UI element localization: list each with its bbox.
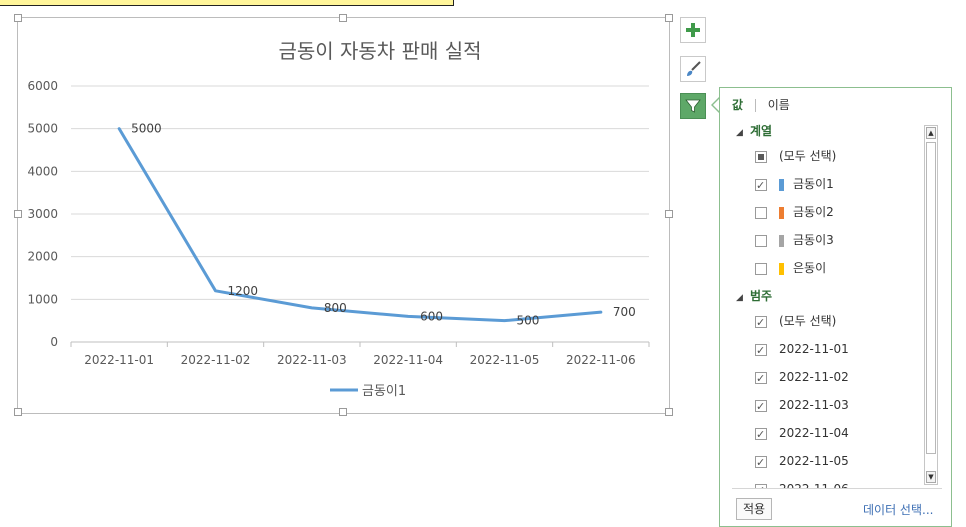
x-tick-label: 2022-11-01 [84, 353, 154, 367]
series-line [117, 127, 603, 323]
category-item[interactable]: 2022-11-03 [755, 394, 849, 418]
resize-handle[interactable] [14, 14, 22, 22]
apply-button[interactable]: 적용 [736, 498, 772, 520]
data-label: 800 [324, 301, 347, 315]
series-checkbox[interactable] [755, 206, 767, 219]
tab-names[interactable]: 이름 [767, 98, 790, 112]
series-color-swatch [779, 262, 784, 275]
select-all-label: (모두 선택) [779, 149, 837, 163]
panel-divider [732, 488, 942, 489]
series-select-all[interactable]: (모두 선택) [755, 145, 836, 167]
chart-plot: 금동이 자동차 판매 실적 0 1000 2000 3000 4000 5000 6000 20… [27, 39, 650, 399]
scroll-thumb[interactable] [926, 142, 936, 454]
resize-handle[interactable] [14, 408, 22, 416]
panel-pointer-inner [713, 98, 720, 112]
category-label: 2022-11-05 [779, 454, 849, 468]
y-tick-label: 1000 [27, 292, 58, 306]
x-tick-label: 2022-11-04 [373, 353, 443, 367]
category-item[interactable]: 2022-11-05 [755, 450, 849, 474]
y-tick-label: 4000 [27, 164, 58, 178]
tab-divider [754, 99, 756, 112]
chart-area[interactable]: 금동이 자동차 판매 실적 0 1000 2000 3000 4000 5000 6000 20… [17, 17, 670, 414]
category-item[interactable]: 2022-11-02 [755, 366, 849, 390]
select-all-checkbox[interactable] [755, 150, 767, 163]
category-checkbox[interactable] [755, 340, 767, 362]
category-group-header[interactable]: ◢ 범주 [736, 285, 772, 307]
filter-scrollbar[interactable]: ▲ ▼ [924, 125, 938, 485]
category-group-label: 범주 [750, 289, 773, 303]
category-item[interactable]: 2022-11-06 [755, 478, 849, 488]
series-label: 금동이3 [793, 233, 834, 247]
category-item[interactable]: 2022-11-01 [755, 338, 849, 362]
series-color-swatch [779, 206, 784, 219]
category-label: 2022-11-01 [779, 342, 849, 356]
chart-elements-button[interactable] [680, 17, 706, 43]
y-tick-label: 3000 [27, 207, 58, 221]
scroll-down-icon[interactable]: ▼ [926, 471, 936, 483]
series-label: 은동이 [793, 261, 827, 275]
resize-handle[interactable] [665, 210, 673, 218]
data-label: 5000 [131, 122, 162, 136]
select-data-link[interactable]: 데이터 선택... [863, 503, 934, 517]
resize-handle[interactable] [339, 408, 347, 416]
category-checkbox[interactable] [755, 480, 767, 488]
category-checkbox[interactable] [755, 396, 767, 418]
filter-tabs: 값 이름 [732, 96, 790, 113]
scroll-up-icon[interactable]: ▲ [926, 127, 936, 139]
category-label: 2022-11-04 [779, 426, 849, 440]
series-label: 금동이1 [793, 177, 834, 191]
collapse-triangle-icon: ◢ [736, 293, 743, 303]
paintbrush-icon [687, 61, 701, 76]
filter-list: ◢ 계열 (모두 선택) 금동이1 금동이2 금동이3 은동이 ◢ 범주 (모두 선… [720, 118, 928, 488]
x-tick-label: 2022-11-02 [181, 353, 251, 367]
data-label: 1200 [228, 284, 259, 298]
y-tick-label: 6000 [27, 79, 58, 93]
x-tick-label: 2022-11-05 [470, 353, 540, 367]
category-checkbox[interactable] [755, 424, 767, 446]
x-tick-label: 2022-11-03 [277, 353, 347, 367]
resize-handle[interactable] [14, 210, 22, 218]
tab-values[interactable]: 값 [732, 98, 744, 112]
category-label: 2022-11-03 [779, 398, 849, 412]
data-label: 700 [613, 305, 636, 319]
collapse-triangle-icon: ◢ [736, 128, 743, 138]
y-tick-label: 2000 [27, 250, 58, 264]
data-label: 500 [517, 314, 540, 328]
category-label: 2022-11-02 [779, 370, 849, 384]
select-all-label: (모두 선택) [779, 314, 837, 328]
series-color-swatch [779, 234, 784, 247]
series-label: 금동이2 [793, 205, 834, 219]
data-label: 600 [420, 309, 443, 323]
series-group-label: 계열 [750, 124, 773, 138]
resize-handle[interactable] [339, 14, 347, 22]
x-tick-label: 2022-11-06 [566, 353, 636, 367]
select-all-checkbox[interactable] [755, 312, 767, 334]
chart-filter-panel: 값 이름 ◢ 계열 (모두 선택) 금동이1 금동이2 금동이3 은동이 ◢ 범주 … [719, 87, 952, 527]
category-checkbox[interactable] [755, 368, 767, 390]
chart-title: 금동이 자동차 판매 실적 [278, 39, 481, 63]
series-color-swatch [779, 178, 784, 191]
category-select-all[interactable]: (모두 선택) [755, 310, 837, 334]
filter-icon [685, 99, 701, 113]
series-checkbox[interactable] [755, 234, 767, 247]
category-item[interactable]: 2022-11-04 [755, 422, 849, 446]
series-checkbox[interactable] [755, 175, 767, 197]
series-group-header[interactable]: ◢ 계열 [736, 120, 772, 142]
resize-handle[interactable] [665, 408, 673, 416]
series-item[interactable]: 금동이2 [755, 201, 834, 223]
plus-icon [686, 23, 700, 37]
chart-styles-button[interactable] [680, 56, 706, 82]
y-tick-label: 0 [50, 335, 58, 349]
y-tick-label: 5000 [27, 122, 58, 136]
series-item[interactable]: 은동이 [755, 257, 826, 279]
chart-filters-button[interactable] [680, 93, 706, 119]
category-checkbox[interactable] [755, 452, 767, 474]
cell-highlight [0, 0, 454, 6]
series-checkbox[interactable] [755, 262, 767, 275]
resize-handle[interactable] [665, 14, 673, 22]
series-item[interactable]: 금동이1 [755, 173, 834, 197]
series-item[interactable]: 금동이3 [755, 229, 834, 251]
category-label: 2022-11-06 [779, 482, 849, 488]
legend-label: 금동이1 [362, 384, 406, 399]
